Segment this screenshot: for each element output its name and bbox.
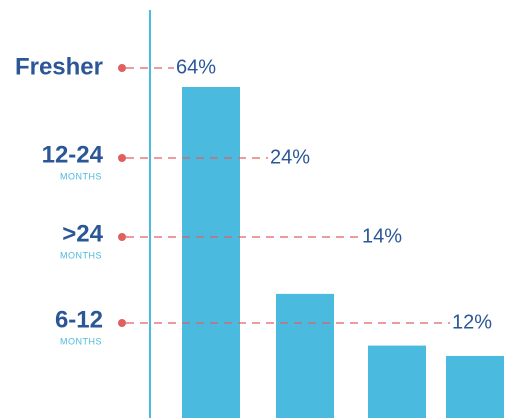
category-label: >24 xyxy=(62,220,103,247)
value-label: 24% xyxy=(270,146,310,168)
marker-dot xyxy=(118,233,126,241)
bar xyxy=(446,355,504,418)
bar xyxy=(276,293,334,418)
category-label: Fresher xyxy=(15,53,103,80)
category-sublabel: MONTHS xyxy=(60,336,102,346)
value-label: 64% xyxy=(176,56,216,78)
category-label: 6-12 xyxy=(55,306,103,333)
value-label: 12% xyxy=(452,311,492,333)
marker-dot xyxy=(118,154,126,162)
marker-dot xyxy=(118,64,126,72)
bar xyxy=(368,345,426,418)
category-sublabel: MONTHS xyxy=(60,171,102,181)
value-label: 14% xyxy=(362,225,402,247)
bar xyxy=(182,87,240,418)
category-sublabel: MONTHS xyxy=(60,250,102,260)
category-label: 12-24 xyxy=(42,141,104,168)
marker-dot xyxy=(118,319,126,327)
